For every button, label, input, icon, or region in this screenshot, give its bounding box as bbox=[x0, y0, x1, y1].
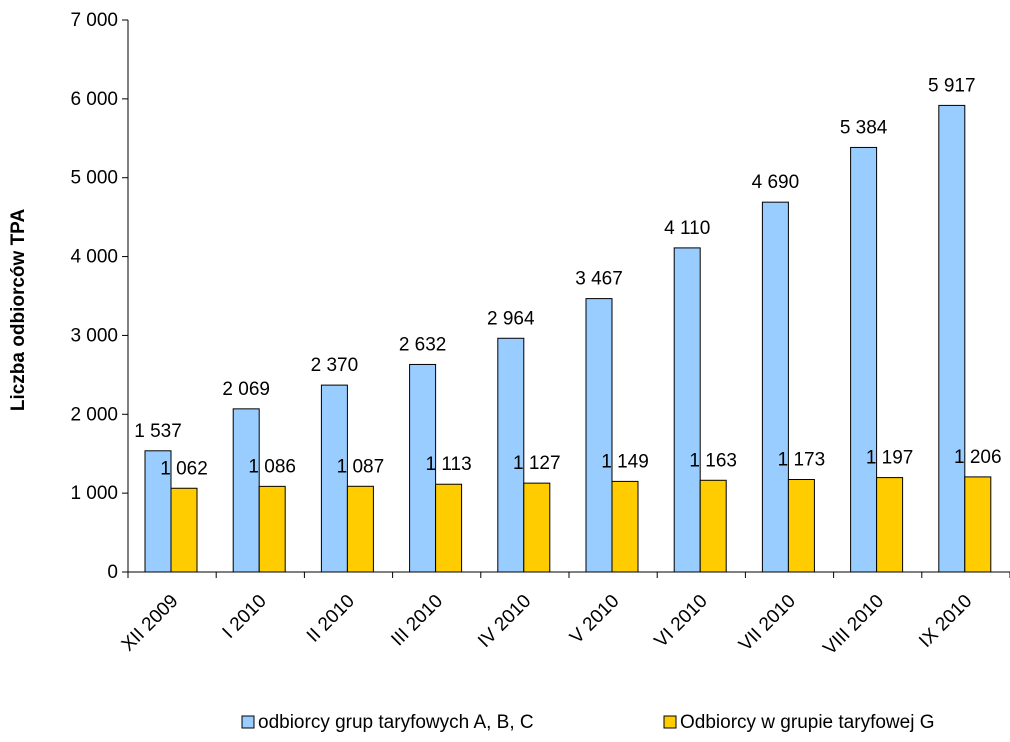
data-label-abc: 2 069 bbox=[222, 379, 270, 400]
data-label-g: 1 206 bbox=[954, 447, 1002, 468]
data-label-g: 1 087 bbox=[337, 456, 385, 477]
bar-abc bbox=[144, 450, 172, 573]
y-tick-label: 7 000 bbox=[70, 10, 118, 31]
bar-abc bbox=[850, 146, 878, 573]
bar-g bbox=[258, 485, 286, 573]
data-label-abc: 3 467 bbox=[575, 269, 623, 290]
y-tick-label: 1 000 bbox=[70, 483, 118, 504]
bar-g bbox=[435, 483, 463, 573]
y-tick-label: 4 000 bbox=[70, 247, 118, 268]
legend: odbiorcy grup taryfowych A, B, C Odbiorcy… bbox=[241, 712, 935, 733]
bar-g bbox=[699, 479, 727, 573]
legend-item-g: Odbiorcy w grupie taryfowej G bbox=[680, 712, 935, 733]
plot-area: 0 1 000 2 000 3 000 4 000 5 000 6 000 7 000 1 53… bbox=[70, 10, 1010, 659]
y-tick-label: 2 000 bbox=[70, 404, 118, 425]
x-tick-label: XII 2009 bbox=[118, 591, 183, 656]
data-label-abc: 4 690 bbox=[752, 172, 800, 193]
data-label-g: 1 062 bbox=[160, 458, 208, 479]
data-label-g: 1 113 bbox=[426, 454, 472, 475]
data-label-abc: 1 537 bbox=[134, 421, 182, 442]
bar-g bbox=[170, 487, 198, 573]
legend-item-abc: odbiorcy grup taryfowych A, B, C bbox=[258, 712, 534, 733]
y-tick-label: 6 000 bbox=[70, 89, 118, 110]
y-axis-title: Liczba odbiorców TPA bbox=[8, 209, 29, 412]
y-tick-label: 3 000 bbox=[70, 325, 118, 346]
x-tick-label: III 2010 bbox=[387, 591, 447, 651]
data-label-g: 1 197 bbox=[866, 448, 914, 469]
data-label-g: 1 163 bbox=[689, 450, 737, 471]
bar-abc bbox=[497, 337, 525, 573]
x-tick-label: V 2010 bbox=[566, 591, 623, 648]
bar-g bbox=[876, 477, 904, 573]
bar-g bbox=[964, 476, 992, 573]
x-tick-label: VI 2010 bbox=[651, 591, 712, 652]
bar-abc bbox=[761, 201, 789, 573]
bar-g bbox=[611, 480, 639, 573]
data-label-abc: 2 964 bbox=[487, 308, 535, 329]
bar-abc bbox=[409, 363, 437, 573]
data-label-abc: 5 384 bbox=[840, 117, 888, 138]
bar-abc bbox=[673, 247, 701, 573]
legend-swatch bbox=[241, 715, 255, 729]
x-tick-label: IV 2010 bbox=[474, 591, 535, 652]
bar-abc bbox=[938, 104, 966, 573]
y-tick-label: 0 bbox=[107, 562, 118, 583]
data-label-abc: 5 917 bbox=[928, 75, 976, 96]
data-label-g: 1 127 bbox=[513, 453, 561, 474]
data-label-g: 1 173 bbox=[778, 450, 826, 471]
bar-g bbox=[787, 479, 815, 573]
x-tick-label: VII 2010 bbox=[735, 591, 800, 656]
data-label-g: 1 149 bbox=[601, 451, 649, 472]
bar-abc bbox=[320, 384, 348, 573]
data-label-abc: 4 110 bbox=[664, 218, 710, 239]
bar-abc bbox=[232, 408, 260, 573]
x-tick-label: IX 2010 bbox=[915, 591, 976, 652]
data-label-g: 1 086 bbox=[248, 456, 296, 477]
x-tick-label: VIII 2010 bbox=[820, 591, 889, 660]
x-tick-label: II 2010 bbox=[303, 591, 359, 647]
legend-swatch bbox=[663, 715, 677, 729]
bar-abc bbox=[585, 298, 613, 573]
y-tick-label: 5 000 bbox=[70, 168, 118, 189]
data-label-abc: 2 370 bbox=[311, 355, 359, 376]
bar-g bbox=[346, 485, 374, 573]
data-label-abc: 2 632 bbox=[399, 334, 447, 355]
x-tick-label: I 2010 bbox=[219, 591, 271, 643]
bar-g bbox=[523, 482, 551, 573]
